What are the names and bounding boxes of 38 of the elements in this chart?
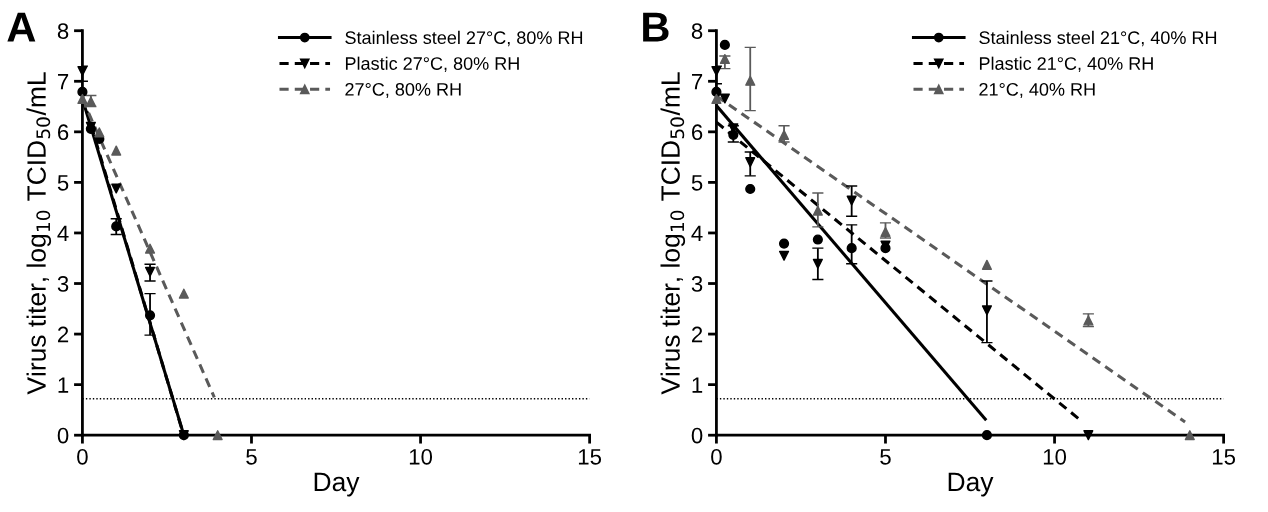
y-tick-label: 2 bbox=[57, 326, 69, 343]
x-axis-title: Day bbox=[948, 472, 994, 497]
legend-label: Plastic 27°C, 80% RH bbox=[345, 56, 519, 73]
y-tick-label: 3 bbox=[691, 276, 703, 292]
legend-label: Stainless steel 27°C, 80% RH bbox=[345, 30, 583, 47]
y-axis-title: Virus titer, log$_{10}$ TCID$_{50}$/mL bbox=[660, 72, 686, 395]
y-tick-label: 0 bbox=[57, 427, 69, 444]
chart-title: B bbox=[643, 12, 669, 42]
legend-label: Stainless steel 21°C, 40% RH bbox=[979, 30, 1217, 47]
y-tick-label: 2 bbox=[691, 326, 703, 343]
x-tick-label: 5 bbox=[246, 449, 257, 465]
y-axis-title: Virus titer, log$_{10}$ TCID$_{50}$/mL bbox=[26, 72, 52, 395]
x-tick-label: 15 bbox=[1212, 449, 1236, 465]
legend-label: Plastic 21°C, 40% RH bbox=[979, 56, 1153, 73]
y-tick-label: 8 bbox=[57, 23, 69, 39]
x-axis-title: Day bbox=[314, 472, 360, 497]
x-tick-label: 10 bbox=[1043, 448, 1067, 465]
y-tick-label: 6 bbox=[692, 124, 703, 141]
y-tick-label: 3 bbox=[57, 276, 69, 292]
y-tick-label: 5 bbox=[57, 175, 69, 191]
legend-label: 27°C, 80% RH bbox=[345, 82, 461, 98]
x-tick-label: 5 bbox=[880, 449, 891, 465]
legend-label: 21°C, 40% RH bbox=[979, 82, 1095, 98]
y-tick-label: 1 bbox=[58, 377, 69, 393]
y-tick-label: 7 bbox=[58, 74, 69, 90]
y-tick-label: 7 bbox=[692, 74, 703, 90]
x-tick-label: 0 bbox=[711, 448, 722, 465]
chart-title: A bbox=[7, 12, 36, 42]
y-tick-label: 0 bbox=[691, 427, 703, 444]
y-tick-label: 4 bbox=[57, 225, 69, 242]
y-tick-label: 5 bbox=[691, 175, 703, 191]
x-tick-label: 0 bbox=[77, 448, 88, 465]
y-tick-label: 6 bbox=[58, 124, 69, 141]
x-tick-label: 10 bbox=[409, 448, 433, 465]
x-tick-label: 15 bbox=[578, 449, 602, 465]
y-tick-label: 4 bbox=[691, 225, 703, 242]
y-tick-label: 1 bbox=[692, 377, 703, 393]
y-tick-label: 8 bbox=[691, 23, 703, 39]
